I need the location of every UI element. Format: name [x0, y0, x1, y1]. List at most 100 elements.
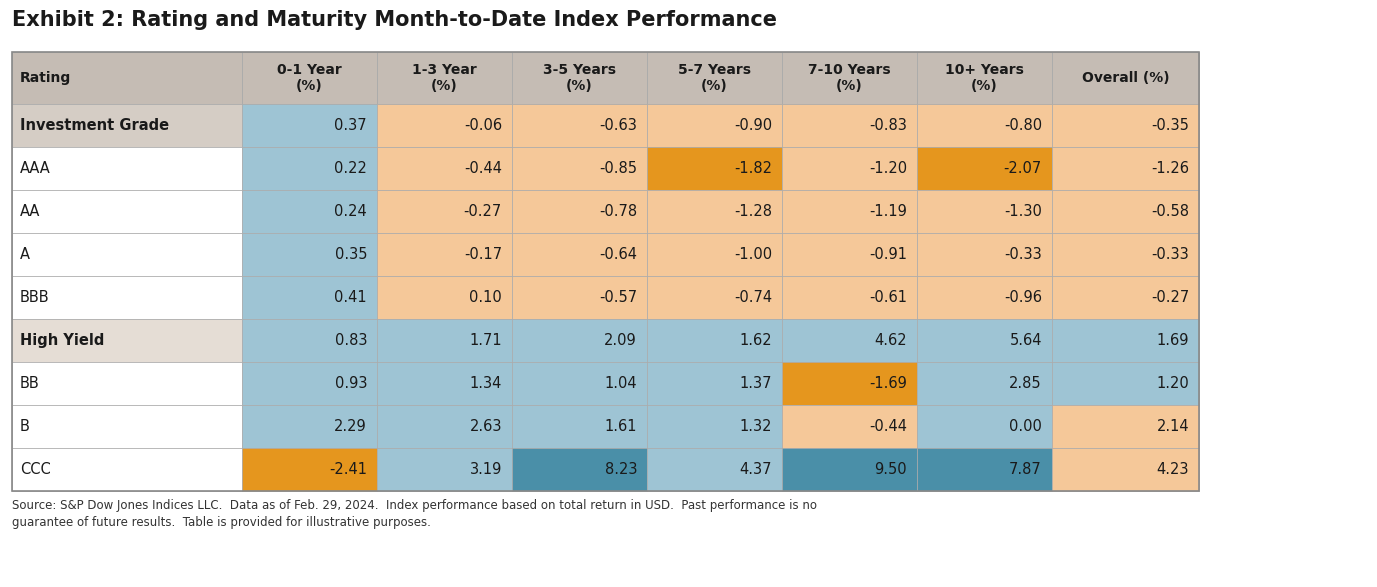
Text: BB: BB [21, 376, 40, 391]
Bar [647, 147, 782, 190]
Text: Investment Grade: Investment Grade [21, 118, 169, 133]
Bar [782, 405, 917, 448]
Text: 1.32: 1.32 [739, 419, 772, 434]
Text: -0.06: -0.06 [464, 118, 503, 133]
Text: 1-3 Year
(%): 1-3 Year (%) [412, 63, 476, 93]
Text: 4.23: 4.23 [1157, 462, 1188, 477]
Bar [1052, 405, 1199, 448]
Bar [782, 276, 917, 319]
Bar [782, 448, 917, 491]
Bar [917, 319, 1052, 362]
Bar [242, 104, 377, 147]
Text: High Yield: High Yield [21, 333, 105, 348]
Bar [647, 448, 782, 491]
Bar [12, 448, 242, 491]
Bar [242, 405, 377, 448]
Text: -1.00: -1.00 [734, 247, 772, 262]
Bar [917, 362, 1052, 405]
Bar [512, 405, 647, 448]
Bar [512, 233, 647, 276]
Text: 1.71: 1.71 [470, 333, 503, 348]
Text: 1.20: 1.20 [1157, 376, 1188, 391]
Text: -0.64: -0.64 [599, 247, 638, 262]
Text: -0.96: -0.96 [1004, 290, 1042, 305]
Text: -0.27: -0.27 [1151, 290, 1188, 305]
Bar [242, 319, 377, 362]
Bar [647, 276, 782, 319]
Text: -0.83: -0.83 [869, 118, 907, 133]
Text: 2.29: 2.29 [335, 419, 368, 434]
Bar [377, 52, 512, 104]
Bar [782, 233, 917, 276]
Bar [917, 276, 1052, 319]
Text: -0.27: -0.27 [464, 204, 503, 219]
Bar [647, 319, 782, 362]
Bar [12, 52, 1199, 491]
Text: -0.33: -0.33 [1151, 247, 1188, 262]
Text: -0.78: -0.78 [599, 204, 638, 219]
Text: 1.69: 1.69 [1157, 333, 1188, 348]
Text: -2.41: -2.41 [329, 462, 368, 477]
Text: -1.69: -1.69 [869, 376, 907, 391]
Text: Exhibit 2: Rating and Maturity Month-to-Date Index Performance: Exhibit 2: Rating and Maturity Month-to-… [12, 10, 777, 30]
Text: -0.80: -0.80 [1004, 118, 1042, 133]
Text: 2.85: 2.85 [1009, 376, 1042, 391]
Bar [512, 362, 647, 405]
Bar [917, 104, 1052, 147]
Text: -0.90: -0.90 [734, 118, 772, 133]
Text: -1.20: -1.20 [869, 161, 907, 176]
Text: 3.19: 3.19 [470, 462, 503, 477]
Text: 2.14: 2.14 [1157, 419, 1188, 434]
Bar [12, 405, 242, 448]
Text: -0.33: -0.33 [1004, 247, 1042, 262]
Text: Overall (%): Overall (%) [1082, 71, 1169, 85]
Bar [377, 405, 512, 448]
Text: -0.63: -0.63 [599, 118, 638, 133]
Bar [512, 448, 647, 491]
Bar [917, 190, 1052, 233]
Text: 10+ Years
(%): 10+ Years (%) [945, 63, 1024, 93]
Bar [12, 233, 242, 276]
Text: 0.93: 0.93 [335, 376, 368, 391]
Bar [242, 190, 377, 233]
Bar [377, 362, 512, 405]
Text: 0.22: 0.22 [335, 161, 368, 176]
Bar [12, 362, 242, 405]
Bar [1052, 52, 1199, 104]
Text: 4.37: 4.37 [739, 462, 772, 477]
Bar [1052, 362, 1199, 405]
Bar [782, 104, 917, 147]
Text: 1.04: 1.04 [605, 376, 638, 391]
Bar [377, 147, 512, 190]
Text: A: A [21, 247, 30, 262]
Bar [377, 276, 512, 319]
Bar [1052, 276, 1199, 319]
Bar [377, 190, 512, 233]
Bar [242, 276, 377, 319]
Text: -0.44: -0.44 [464, 161, 503, 176]
Bar [512, 52, 647, 104]
Bar [917, 233, 1052, 276]
Bar [917, 147, 1052, 190]
Bar [12, 52, 242, 104]
Text: -0.58: -0.58 [1151, 204, 1188, 219]
Bar [512, 190, 647, 233]
Bar [377, 233, 512, 276]
Bar [12, 276, 242, 319]
Text: 3-5 Years
(%): 3-5 Years (%) [543, 63, 616, 93]
Text: -1.30: -1.30 [1004, 204, 1042, 219]
Text: 8.23: 8.23 [605, 462, 638, 477]
Text: -1.82: -1.82 [734, 161, 772, 176]
Bar [12, 147, 242, 190]
Text: 1.37: 1.37 [739, 376, 772, 391]
Text: -1.26: -1.26 [1151, 161, 1188, 176]
Bar [917, 448, 1052, 491]
Bar [1052, 104, 1199, 147]
Text: 0.35: 0.35 [335, 247, 368, 262]
Text: B: B [21, 419, 30, 434]
Bar [377, 104, 512, 147]
Text: -0.74: -0.74 [734, 290, 772, 305]
Text: AAA: AAA [21, 161, 51, 176]
Text: CCC: CCC [21, 462, 51, 477]
Text: 0.83: 0.83 [335, 333, 368, 348]
